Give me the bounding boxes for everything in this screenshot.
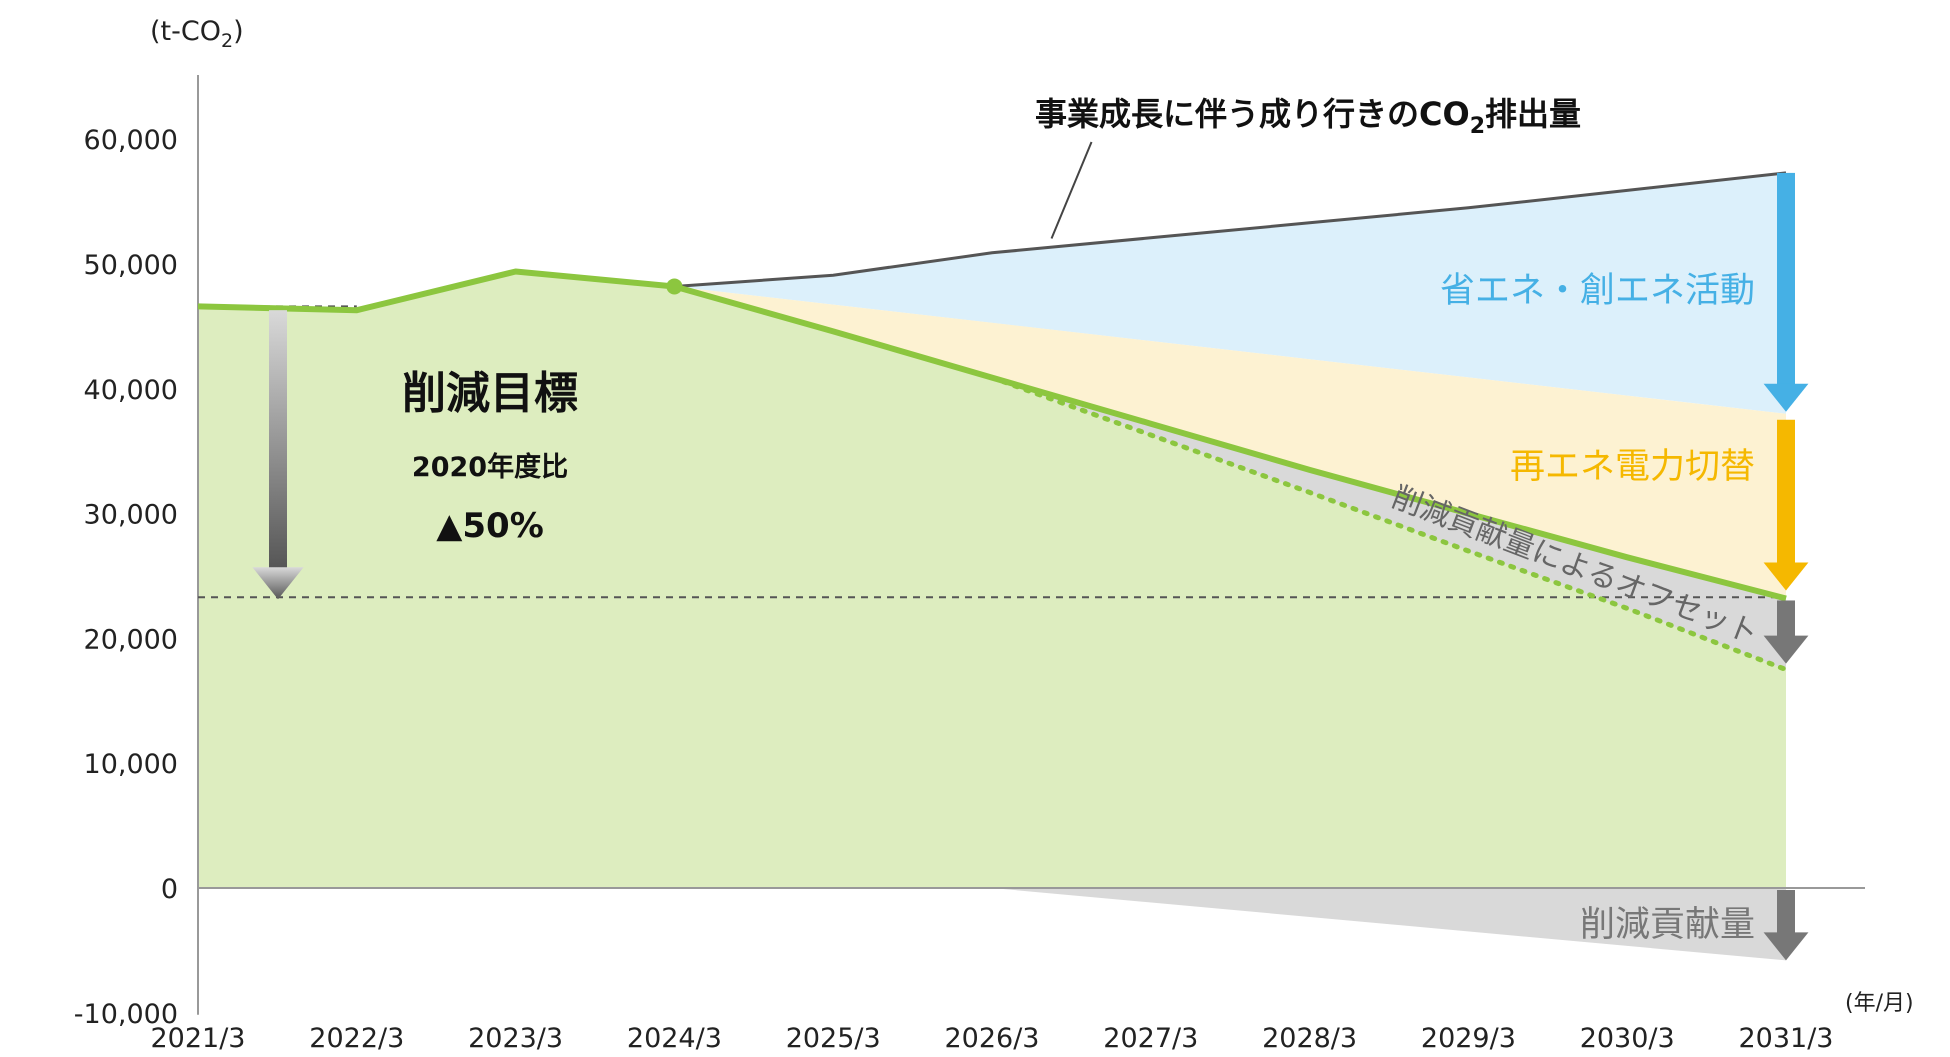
target-reduction-arrow [252,310,304,600]
y-tick-label: 40,000 [84,375,178,406]
bau-label-leader [1050,141,1093,239]
bau-emission-line [674,171,1787,288]
y-tick-label: 60,000 [84,125,178,156]
x-tick-label: 2028/3 [1262,1023,1357,1054]
x-tick-label: 2022/3 [309,1023,404,1054]
y-tick-label: 50,000 [84,250,178,281]
x-tick-label: 2021/3 [151,1023,246,1054]
x-tick-label: 2026/3 [945,1023,1040,1054]
contribution-label: 削減貢献量 [1580,905,1755,945]
emission-area [198,271,1786,888]
renewable-label: 再エネ電力切替 [1510,447,1755,487]
x-tick-label: 2027/3 [1103,1023,1198,1054]
energy-saving-band [674,172,1786,414]
y-tick-label: 20,000 [84,624,178,655]
x-unit-label: (年/月) [1845,991,1914,1016]
contribution-arrow [1763,890,1809,961]
emission-line [197,268,1787,602]
x-tick-label: 2024/3 [627,1023,722,1054]
y-unit-label: (t-CO2) [150,16,244,52]
target-basis: 2020年度比 [412,451,568,483]
y-tick-label: -10,000 [74,999,178,1030]
x-tick-label: 2023/3 [468,1023,563,1054]
y-tick-labels: 60,000 50,000 40,000 30,000 20,000 10,000 0 -10… [74,125,178,1030]
y-tick-label: 10,000 [84,749,178,780]
x-tick-label: 2025/3 [786,1023,881,1054]
offset-arrow [1763,600,1809,664]
offset-dotted-line [989,375,1789,673]
x-tick-label: 2029/3 [1421,1023,1516,1054]
y-tick-label: 0 [161,874,178,905]
energy-saving-label: 省エネ・創エネ活動 [1440,271,1755,311]
bau-series-label: 事業成長に伴う成り行きのCO2排出量 [1035,95,1581,139]
renewable-arrow [1763,419,1809,591]
x-tick-label: 2030/3 [1580,1023,1675,1054]
x-tick-labels: 2021/3 2022/3 2023/3 2024/3 2025/3 2026/3 2027… [151,1023,1834,1054]
energy-saving-arrow [1763,172,1809,412]
target-value: ▲50% [436,506,544,546]
x-tick-label: 2031/3 [1739,1023,1834,1054]
marker-2024 [666,278,683,295]
contribution-negative-band [992,888,1786,961]
y-tick-label: 30,000 [84,500,178,531]
target-title: 削減目標 [402,368,578,419]
